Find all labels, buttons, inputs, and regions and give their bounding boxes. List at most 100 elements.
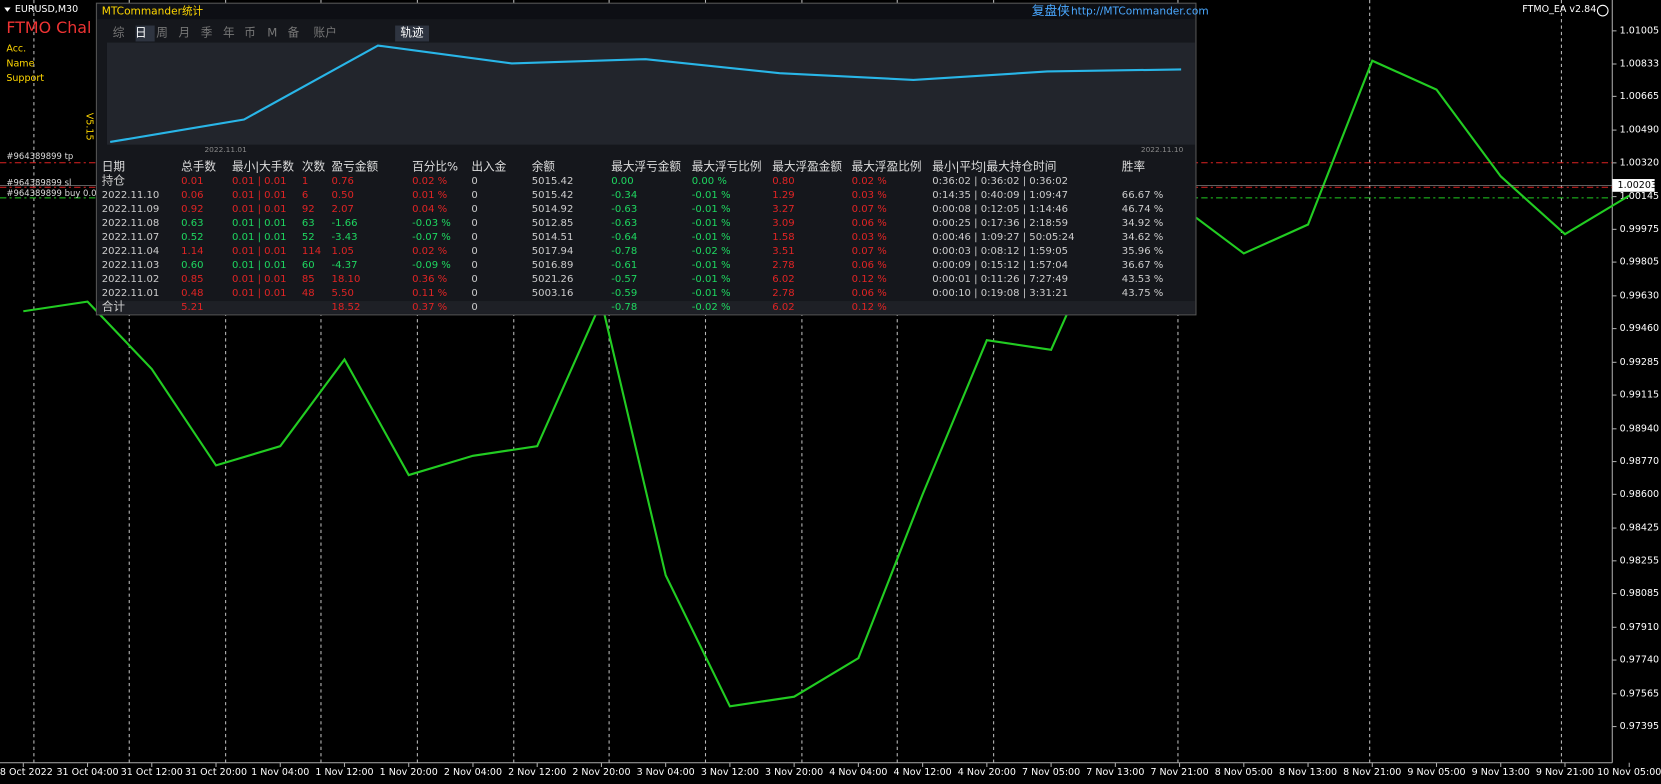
table-cell: 0 (471, 190, 477, 201)
table-header: 最大浮盈比例 (852, 159, 922, 173)
x-tick-label: 2 Nov 20:00 (572, 767, 630, 778)
tab[interactable]: 周 (156, 25, 168, 39)
table-cell: 2022.11.08 (102, 218, 160, 229)
table-cell: 0.92 (181, 204, 203, 215)
order-line-label: #964389899 tp (6, 152, 73, 162)
table-cell: 0.01 | 0.01 (232, 218, 287, 229)
table-cell: 0.02 % (852, 176, 888, 187)
x-tick-label: 7 Nov 13:00 (1086, 767, 1144, 778)
tab[interactable]: 备 (288, 25, 300, 39)
x-tick-label: 3 Nov 12:00 (701, 767, 759, 778)
table-cell: 5012.85 (532, 218, 574, 229)
equity-end: 2022.11.10 (1141, 145, 1184, 154)
track-button-bg[interactable] (395, 25, 430, 42)
price-line (23, 59, 1630, 708)
table-cell: 0.80 (772, 176, 794, 187)
x-tick-label: 31 Oct 12:00 (121, 767, 183, 778)
table-cell: 0.63 (181, 218, 203, 229)
current-price-box (1612, 179, 1655, 192)
table-header: 最小|大手数 (232, 159, 294, 174)
tab[interactable]: 年 (223, 25, 235, 39)
table-cell: -0.63 (611, 204, 637, 215)
x-tick-label: 7 Nov 05:00 (1022, 767, 1080, 778)
tab[interactable]: 月 (178, 25, 190, 39)
table-cell: 0 (471, 302, 477, 313)
table-cell: 0.00 % (692, 176, 728, 187)
table-cell: 63 (302, 218, 315, 229)
table-cell: 0:00:46 | 1:09:27 | 50:05:24 (932, 232, 1074, 243)
table-cell: 1.58 (772, 232, 794, 243)
table-cell: 0.01 | 0.01 (232, 232, 287, 243)
table-cell: -0.64 (611, 232, 637, 243)
table-cell: 0.01 | 0.01 (232, 288, 287, 299)
table-cell: 92 (302, 204, 315, 215)
equity-start: 2022.11.01 (204, 145, 247, 154)
table-cell: -0.02 % (692, 302, 731, 313)
table-cell: 0.02 % (412, 176, 448, 187)
y-tick-label: 0.98085 (1620, 588, 1659, 599)
table-cell: 0 (471, 274, 477, 285)
menu-arrow[interactable] (4, 7, 11, 12)
tab[interactable]: 日 (135, 25, 147, 39)
table-cell: 43.75 % (1122, 288, 1164, 299)
table-cell: 18.10 (332, 274, 361, 285)
url[interactable]: http://MTCommander.com (1071, 5, 1209, 18)
version: V5.15 (83, 113, 94, 141)
x-tick-label: 4 Nov 20:00 (958, 767, 1016, 778)
x-tick-label: 3 Nov 20:00 (765, 767, 823, 778)
x-tick-label: 31 Oct 04:00 (56, 767, 118, 778)
table-cell: 2022.11.02 (102, 274, 160, 285)
table-cell: 1.05 (332, 246, 354, 257)
current-price-label: 1.00203 (1618, 180, 1657, 191)
table-cell: 52 (302, 232, 315, 243)
table-cell: 0:00:08 | 0:12:05 | 1:14:46 (932, 204, 1068, 215)
y-tick-label: 1.00490 (1620, 125, 1659, 136)
x-tick-label: 9 Nov 05:00 (1407, 767, 1465, 778)
tab[interactable]: M (267, 25, 277, 39)
table-cell: 0.85 (181, 274, 203, 285)
x-tick-label: 1 Nov 04:00 (251, 767, 309, 778)
tab[interactable]: 账户 (314, 25, 337, 39)
y-tick-label: 0.99975 (1620, 224, 1659, 235)
price-chart: 1.01005 1.00833 1.00665 1.00490 1.00320 1.001… (0, 25, 1661, 778)
table-cell: 0.07 % (852, 246, 888, 257)
table-cell: 0.03 % (852, 232, 888, 243)
table-cell: 0.11 % (412, 288, 448, 299)
y-tick-label: 0.98255 (1620, 555, 1659, 566)
table-cell: 0.01 | 0.01 (232, 246, 287, 257)
table-cell: 0.01 | 0.01 (232, 176, 287, 187)
table-cell: 5014.51 (532, 232, 574, 243)
x-tick-label: 4 Nov 04:00 (829, 767, 887, 778)
table-cell: 0:36:02 | 0:36:02 | 0:36:02 (932, 176, 1068, 187)
tab-active-bg (135, 25, 155, 42)
table-cell: 6 (302, 190, 308, 201)
table-cell: 114 (302, 246, 321, 257)
track-button[interactable]: 轨迹 (400, 25, 424, 39)
tab[interactable]: 季 (201, 25, 213, 39)
table-cell: -0.78 (611, 246, 637, 257)
table-cell: 2022.11.01 (102, 288, 160, 299)
y-tick-label: 0.98770 (1620, 456, 1659, 467)
equity-line (109, 44, 1182, 144)
x-tick-label: 7 Nov 21:00 (1150, 767, 1208, 778)
panel-title: MTCommander统计 (102, 5, 204, 18)
table-cell: -0.09 % (412, 260, 451, 271)
tab[interactable]: 币 (244, 25, 256, 39)
table-header: 盈亏金额 (332, 159, 379, 173)
tab[interactable]: 综 (113, 25, 125, 39)
y-tick-label: 1.00833 (1620, 58, 1659, 69)
table-cell: 3.51 (772, 246, 794, 257)
table-cell: 0 (471, 260, 477, 271)
table-cell: 0.52 (181, 232, 203, 243)
x-tick-label: 8 Nov 13:00 (1279, 767, 1337, 778)
y-tick-label: 0.97740 (1620, 655, 1659, 666)
table-cell: 0.01 % (412, 190, 448, 201)
table-cell: 5.50 (332, 288, 354, 299)
table-cell: 0.48 (181, 288, 203, 299)
table-cell: 2.78 (772, 288, 794, 299)
table-cell: 0:00:09 | 0:15:12 | 1:57:04 (932, 260, 1068, 271)
table-cell: 0 (471, 204, 477, 215)
x-tick-label: 4 Nov 12:00 (894, 767, 952, 778)
table-cell: 48 (302, 288, 315, 299)
table-cell: 2022.11.04 (102, 246, 160, 257)
